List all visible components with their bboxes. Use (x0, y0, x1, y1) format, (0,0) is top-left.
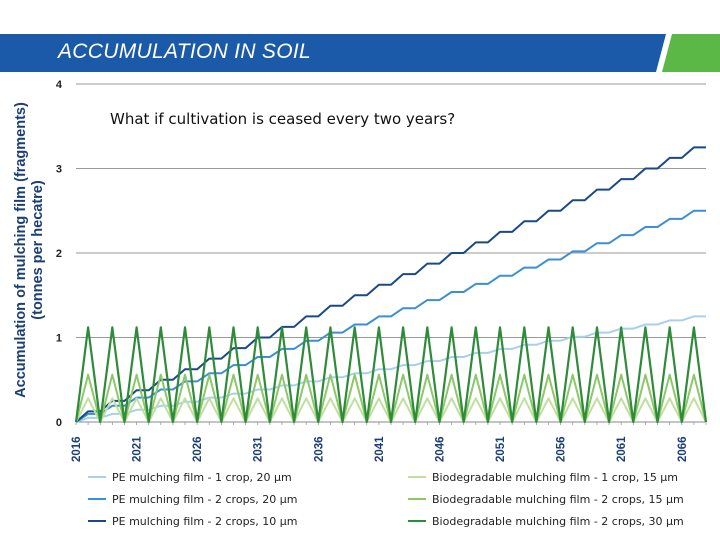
legend-item: Biodegradable mulching film - 2 crops, 1… (408, 490, 684, 508)
x-tick-label: 2036 (313, 436, 325, 462)
y-axis-label-line1: Accumulation of mulching film (fragments… (13, 102, 29, 398)
title-bar-accent (662, 34, 720, 72)
legend-label: PE mulching film - 1 crop, 20 µm (112, 470, 292, 484)
x-tick-label: 2066 (677, 436, 689, 462)
legend-label: Biodegradable mulching film - 2 crops, 3… (432, 514, 684, 528)
x-tick-label: 2056 (556, 436, 568, 462)
legend-item: PE mulching film - 1 crop, 20 µm (88, 468, 292, 486)
legend-label: PE mulching film - 2 crops, 10 µm (112, 514, 298, 528)
legend-swatch (408, 520, 426, 522)
legend-label: Biodegradable mulching film - 1 crop, 15… (432, 470, 679, 484)
x-tick-label: 2051 (495, 436, 507, 462)
legend-item: PE mulching film - 2 crops, 10 µm (88, 512, 297, 530)
legend-swatch (408, 476, 426, 478)
y-axis-label: Accumulation of mulching film (fragments… (13, 102, 47, 398)
x-tick-label: 2061 (616, 436, 628, 462)
x-tick-label: 2031 (253, 436, 265, 462)
y-tick-label: 4 (56, 79, 63, 91)
y-tick-label: 0 (56, 417, 62, 429)
y-axis-label-line2: (tonnes per hecatre) (30, 180, 46, 320)
chart-annotation: What if cultivation is ceased every two … (110, 110, 456, 128)
chart-legend: PE mulching film - 1 crop, 20 µm PE mulc… (0, 468, 720, 538)
y-tick-label: 2 (56, 248, 62, 260)
legend-swatch (408, 498, 426, 500)
legend-item: Biodegradable mulching film - 2 crops, 3… (408, 512, 684, 530)
legend-label: Biodegradable mulching film - 2 crops, 1… (432, 492, 684, 506)
x-tick-label: 2021 (132, 436, 144, 462)
legend-label: PE mulching film - 2 crops, 20 µm (112, 492, 298, 506)
series-line (74, 326, 708, 424)
title-bar-graphic (0, 34, 720, 72)
accumulation-chart: 0 1 2 3 4 2016 2021 2026 2031 2036 2041 2046 2051 205… (56, 79, 708, 462)
legend-item: Biodegradable mulching film - 1 crop, 15… (408, 468, 678, 486)
y-tick-label: 1 (56, 333, 62, 345)
legend-swatch (88, 520, 106, 522)
legend-swatch (88, 498, 106, 500)
x-tick-label: 2041 (374, 436, 386, 462)
title-bar (0, 34, 720, 72)
series-line (75, 315, 706, 423)
series-line (75, 146, 706, 423)
page-title: ACCUMULATION IN SOIL (58, 40, 311, 63)
legend-item: PE mulching film - 2 crops, 20 µm (88, 490, 297, 508)
y-tick-label: 3 (56, 164, 62, 176)
title-bar-blue (0, 34, 666, 72)
x-tick-label: 2026 (192, 436, 204, 462)
x-tick-label: 2016 (71, 436, 83, 462)
x-tick-label: 2046 (434, 436, 446, 462)
series-line (75, 209, 706, 423)
legend-swatch (88, 476, 106, 478)
